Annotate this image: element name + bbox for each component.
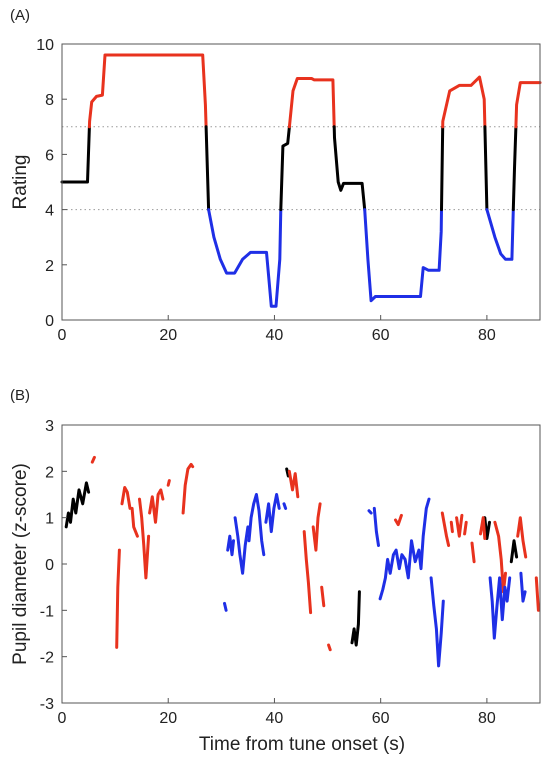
- pupil-trace-segment: [429, 576, 445, 668]
- pupil-trace-segment: [120, 486, 132, 510]
- pupil-trace-segment: [287, 469, 300, 499]
- rating-line-low: [207, 208, 283, 308]
- rating-line-middle: [60, 125, 91, 184]
- pupil-trace-segment: [509, 539, 519, 564]
- pupil-trace-segment: [285, 467, 290, 478]
- pupil-trace-segment: [440, 511, 451, 547]
- pupil-trace-segment: [115, 548, 121, 649]
- pupil-trace-segment: [394, 513, 403, 527]
- pupil-trace-segment: [449, 520, 454, 534]
- pupil-trace-segment: [479, 516, 487, 540]
- pupil-trace-segment: [534, 576, 540, 612]
- panel-b-y-tick-label: 1: [45, 511, 54, 528]
- pupil-trace-segment: [282, 502, 288, 510]
- pupil-trace-segment: [372, 506, 380, 547]
- pupil-trace-segment: [519, 571, 527, 603]
- panel-b-x-axis-label: Time from tune onset (s): [199, 734, 405, 755]
- panel-b-y-tick-label: -1: [40, 603, 54, 620]
- pupil-trace-segment: [493, 520, 507, 594]
- rating-line-high: [514, 81, 542, 129]
- panel-b-x-tick-label: 80: [478, 710, 496, 727]
- pupil-trace-segment: [378, 497, 431, 601]
- pupil-trace-segment: [455, 513, 464, 538]
- panel-a-y-tick-label: 0: [45, 313, 54, 330]
- panel-b-x-tick-label: 20: [159, 710, 177, 727]
- panel-b-x-tick-label: 40: [266, 710, 284, 727]
- panel-a-label: (A): [10, 7, 30, 24]
- pupil-trace-segment: [247, 493, 266, 557]
- panel-a-y-tick-label: 4: [45, 203, 54, 220]
- pupil-trace-segment: [463, 520, 468, 536]
- panel-b: (B) Pupil diameter (z-score) Time from t…: [10, 387, 541, 755]
- pupil-trace-segment: [350, 590, 361, 647]
- pupil-trace-segment: [181, 462, 195, 515]
- panel-a-x-tick-label: 60: [372, 327, 390, 344]
- panel-b-x-tick-label: 60: [372, 710, 390, 727]
- pupil-trace-segment: [302, 530, 313, 615]
- panel-b-y-tick-label: -2: [40, 650, 54, 667]
- panel-b-plot-area: [64, 455, 540, 668]
- panel-b-y-tick-label: 3: [45, 418, 54, 435]
- panel-b-y-axis-label: Pupil diameter (z-score): [10, 463, 31, 665]
- rating-line-high: [441, 75, 487, 129]
- panel-a-y-tick-label: 6: [45, 147, 54, 164]
- panel-a-plot-area: [60, 53, 542, 308]
- rating-line-low: [485, 208, 515, 261]
- pupil-trace-segment: [148, 488, 165, 524]
- pupil-trace-segment: [320, 585, 326, 608]
- rating-line-middle: [332, 125, 367, 212]
- rating-line-middle: [440, 125, 445, 212]
- rating-line-high: [287, 77, 336, 129]
- rating-line-middle: [483, 125, 489, 212]
- pupil-trace-segment: [64, 481, 91, 529]
- rating-line-middle: [204, 125, 211, 212]
- pupil-trace-segment: [226, 534, 235, 557]
- panel-a-ticks: 0 20 40 60 80 0 2 4 6 8 10: [36, 37, 496, 344]
- pupil-trace-segment: [130, 506, 139, 538]
- pupil-trace-segment: [90, 455, 96, 464]
- panel-a-y-tick-label: 10: [36, 37, 54, 54]
- rating-line-middle: [511, 125, 518, 212]
- pupil-trace-segment: [233, 516, 250, 575]
- panel-a-reference-lines: [62, 126, 540, 211]
- rating-line-middle: [279, 125, 291, 212]
- rating-line-high: [87, 53, 208, 129]
- panel-a-x-tick-label: 40: [266, 327, 284, 344]
- panel-a-y-axis-label: Rating: [10, 155, 31, 210]
- panel-b-label: (B): [10, 387, 30, 404]
- panel-a-axes-box: [61, 43, 541, 321]
- pupil-trace-segment: [264, 493, 281, 534]
- pupil-trace-segment: [516, 516, 528, 559]
- panel-a-y-tick-label: 2: [45, 258, 54, 275]
- pupil-trace-segment: [470, 541, 476, 564]
- panel-b-y-tick-label: -3: [40, 696, 54, 713]
- panel-a-x-tick-label: 80: [478, 327, 496, 344]
- pupil-trace-segment: [166, 479, 171, 487]
- pupil-trace-segment: [223, 601, 228, 612]
- panel-b-y-tick-label: 2: [45, 464, 54, 481]
- pupil-trace-segment: [311, 502, 322, 552]
- panel-a: (A) Rating 0 20 40 60 80 0 2 4 6 8 10: [10, 7, 542, 344]
- pupil-trace-segment: [327, 643, 332, 652]
- pupil-trace-segment: [367, 509, 373, 515]
- panel-a-x-tick-label: 20: [159, 327, 177, 344]
- panel-a-x-tick-label: 0: [58, 327, 67, 344]
- pupil-trace-segment: [138, 497, 151, 580]
- panel-b-axes-box: [61, 424, 541, 704]
- rating-line-low: [363, 208, 443, 303]
- panel-b-ticks: 0 20 40 60 80 -3 -2 -1 0 1 2 3: [40, 418, 496, 727]
- panel-b-y-tick-label: 0: [45, 557, 54, 574]
- panel-b-x-tick-label: 0: [58, 710, 67, 727]
- panel-a-y-tick-label: 8: [45, 92, 54, 109]
- pupil-trace-segment: [488, 576, 512, 640]
